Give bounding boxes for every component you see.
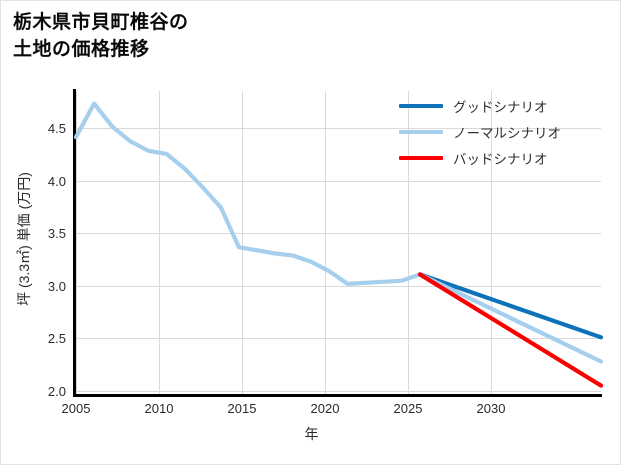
title-line-2: 土地の価格推移 — [13, 39, 150, 60]
x-axis-title: 年 — [304, 426, 319, 442]
gridline-y-3.5 — [76, 233, 601, 234]
legend-item-good[interactable]: グッドシナリオ — [399, 93, 604, 119]
legend-swatch-bad — [399, 156, 443, 160]
series-bad-scenario — [417, 272, 604, 388]
gridline-x-2005 — [76, 91, 77, 395]
legend: グッドシナリオ ノーマルシナリオ バッドシナリオ — [399, 93, 604, 171]
gridline-y-4.0 — [76, 181, 601, 182]
gridline-y-2.0 — [76, 391, 601, 392]
plot-area — [76, 91, 601, 395]
gridline-y-4.5 — [76, 128, 601, 129]
x-axis-spine — [73, 394, 602, 397]
gridline-y-3.0 — [76, 286, 601, 287]
title-line-1: 栃木県市貝町椎谷の — [13, 12, 189, 33]
gridline-x-2025 — [408, 91, 409, 395]
gridline-x-2030 — [491, 91, 492, 395]
legend-item-bad[interactable]: バッドシナリオ — [399, 145, 604, 171]
y-axis-spine — [73, 89, 76, 397]
legend-label-good: グッドシナリオ — [453, 100, 548, 115]
legend-item-normal[interactable]: ノーマルシナリオ — [399, 119, 604, 145]
page-title: 栃木県市貝町椎谷の 土地の価格推移 — [13, 9, 189, 63]
gridline-x-2015 — [242, 91, 243, 395]
series-historical — [73, 101, 423, 286]
legend-swatch-normal — [399, 130, 443, 134]
gridline-x-2020 — [325, 91, 326, 395]
gridline-y-2.5 — [76, 338, 601, 339]
series-normal-scenario — [417, 272, 604, 364]
legend-label-bad: バッドシナリオ — [453, 152, 548, 167]
legend-label-normal: ノーマルシナリオ — [453, 126, 561, 141]
y-axis-title: 坪 (3.3㎡) 単価 (万円) — [16, 172, 32, 306]
series-good-scenario — [417, 272, 604, 340]
legend-swatch-good — [399, 104, 443, 108]
gridline-x-2010 — [159, 91, 160, 395]
